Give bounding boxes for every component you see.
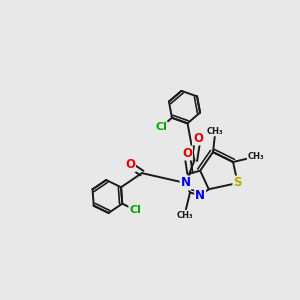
Text: O: O xyxy=(193,131,203,145)
Text: CH₃: CH₃ xyxy=(248,152,264,161)
Text: N: N xyxy=(195,189,205,202)
Text: S: S xyxy=(233,176,242,190)
Text: CH₃: CH₃ xyxy=(176,211,193,220)
Text: Cl: Cl xyxy=(129,205,141,215)
Text: N: N xyxy=(181,176,190,190)
Text: O: O xyxy=(125,158,135,172)
Text: CH₃: CH₃ xyxy=(207,127,224,136)
Text: Cl: Cl xyxy=(155,122,167,132)
Text: O: O xyxy=(182,147,192,160)
